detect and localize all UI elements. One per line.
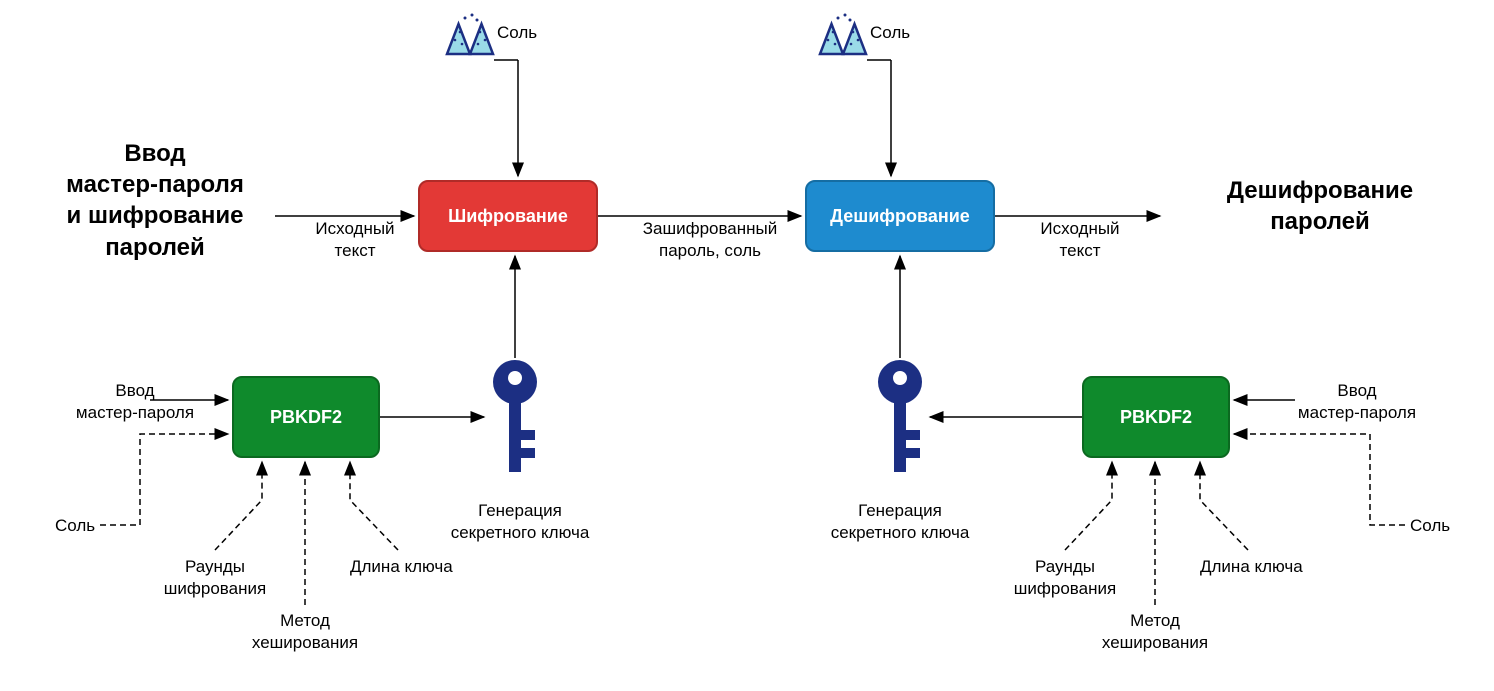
key-length-right: Длина ключа [1200,556,1303,578]
heading-left-text: Вводмастер-пароляи шифрованиепаролей [66,140,244,261]
arrow-salt-dashed-left [100,434,228,525]
salt-bottom-left: Соль [55,515,95,537]
hash-method-right: Методхеширования [1090,610,1220,654]
decrypt-label: Дешифрование [830,206,970,227]
key-icon-left [493,360,537,472]
arrow-keylen-right [1200,462,1248,550]
key-icon-right [878,360,922,472]
salt-top-right-label: Соль [870,22,910,44]
key-gen-left: Генерациясекретного ключа [440,500,600,544]
decrypt-box: Дешифрование [805,180,995,252]
encrypted-password: Зашифрованныйпароль, соль [625,218,795,262]
source-text-left: Исходныйтекст [295,218,415,262]
source-text-right: Исходныйтекст [1020,218,1140,262]
master-input-left: Вводмастер-пароля [65,380,205,424]
salt-top-left-label: Соль [497,22,537,44]
encrypt-label: Шифрование [448,206,568,227]
arrow-rounds-left [215,462,262,550]
rounds-right: Раундышифрования [1005,556,1125,600]
hash-method-left: Методхеширования [240,610,370,654]
arrow-salt-dashed-right [1234,434,1405,525]
master-input-right: Вводмастер-пароля [1287,380,1427,424]
pbkdf2-left-box: PBKDF2 [232,376,380,458]
heading-right: Дешифрованиепаролей [1175,175,1465,237]
arrow-rounds-right [1065,462,1112,550]
rounds-left: Раундышифрования [155,556,275,600]
pbkdf2-right-label: PBKDF2 [1120,407,1192,428]
heading-right-text: Дешифрованиепаролей [1227,177,1413,235]
salt-icon-left [447,14,493,55]
pbkdf2-left-label: PBKDF2 [270,407,342,428]
salt-bottom-right: Соль [1410,515,1450,537]
encrypt-box: Шифрование [418,180,598,252]
heading-left: Вводмастер-пароляи шифрованиепаролей [30,138,280,263]
salt-icon-right [820,14,866,55]
key-gen-right: Генерациясекретного ключа [820,500,980,544]
arrow-keylen-left [350,462,398,550]
pbkdf2-right-box: PBKDF2 [1082,376,1230,458]
key-length-left: Длина ключа [350,556,453,578]
